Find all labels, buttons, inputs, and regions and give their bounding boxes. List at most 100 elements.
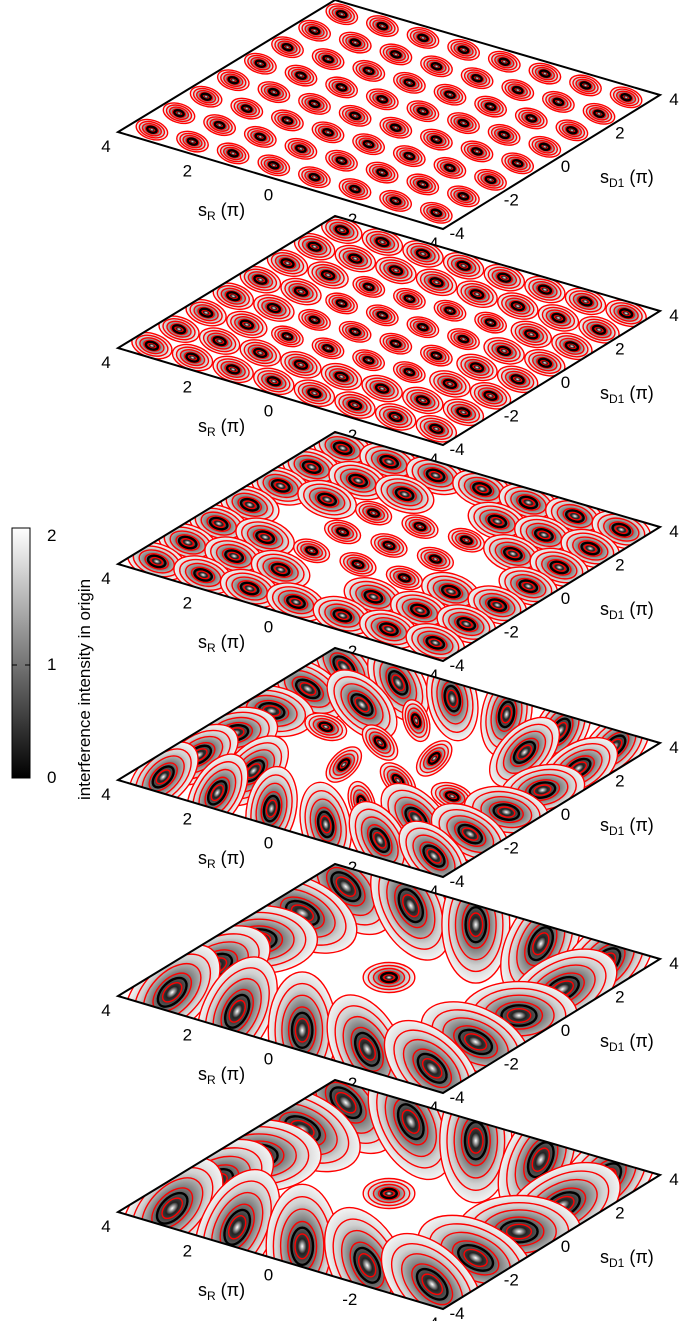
y-tick-label: -2 (504, 623, 519, 642)
contour-blob (460, 140, 494, 163)
contour-blob (447, 112, 480, 135)
y-tick-label: 2 (615, 772, 624, 791)
colorbar-label: interference intensity in origin (75, 579, 94, 800)
contour-blob (362, 961, 416, 994)
panel-frame (115, 0, 663, 231)
contour-blob (271, 36, 304, 59)
y-tick-label: -2 (504, 839, 519, 858)
contour-blob (402, 240, 444, 268)
y-tick-label: 4 (669, 738, 678, 757)
contour-field (123, 864, 655, 1093)
contour-blob (487, 50, 521, 73)
y-tick-label: -2 (504, 1055, 519, 1074)
contour-blob (311, 121, 345, 144)
y-tick-label: 0 (561, 805, 570, 824)
contour-blob (271, 109, 304, 132)
contour-blob (483, 263, 526, 292)
contour-blob (420, 344, 453, 367)
contour-blob (487, 123, 521, 146)
contour-blob (497, 292, 539, 320)
contour-blob (528, 135, 562, 158)
x-tick-label: -2 (342, 1290, 357, 1309)
contour-blob (304, 712, 348, 742)
contour-blob (326, 669, 398, 741)
contour-blob (433, 83, 467, 106)
contour-blob (415, 268, 458, 297)
contour-blob (474, 95, 507, 118)
contour-blob (501, 79, 535, 102)
x-tick-label: 4 (101, 1217, 110, 1236)
contour-blob (307, 261, 349, 289)
contour-blob (474, 168, 507, 191)
x-tick-label: 0 (264, 834, 273, 853)
y-tick-label: 2 (615, 340, 624, 359)
contour-blob (524, 275, 566, 304)
contour-blob (415, 740, 453, 777)
contour-blob (293, 379, 336, 407)
contour-blob (334, 244, 377, 273)
contour-blob (375, 256, 417, 285)
contour-blob (456, 353, 498, 382)
x-tick-label: 0 (264, 402, 273, 421)
contour-blob (415, 415, 458, 443)
contour-blob (198, 327, 241, 355)
contour-blob (311, 48, 345, 71)
contour-blob (311, 337, 345, 360)
contour-blob (216, 142, 250, 165)
contour-blob (510, 320, 553, 349)
panel-frame (115, 430, 663, 663)
y-tick-label: 4 (669, 306, 678, 325)
contour-blob (501, 152, 534, 175)
contour-blob (212, 355, 254, 384)
y-tick-label: -2 (504, 1271, 519, 1290)
y-tick-label: -4 (449, 656, 464, 675)
contour-blob (338, 104, 372, 127)
colorbar-tick-label-top: 2 (47, 526, 56, 545)
contour-blob (379, 43, 413, 66)
contour-blob (354, 500, 393, 526)
colorbar-tick-label-bottom: 0 (47, 768, 56, 787)
x-tick-label: 2 (183, 1025, 192, 1044)
x-tick-label: 0 (264, 186, 273, 205)
contour-blob (266, 249, 309, 277)
contour-blob (555, 119, 589, 142)
contour-blob (361, 374, 403, 403)
x-tick-label: 0 (264, 618, 273, 637)
contour-blob (320, 362, 363, 391)
contour-blob (338, 320, 372, 343)
contour-blob (338, 178, 372, 201)
panel-frame (115, 862, 663, 1095)
contour-blob (362, 1177, 416, 1210)
contour-blob (433, 156, 467, 179)
contour-blob (325, 3, 359, 26)
contour-blob (406, 316, 440, 339)
contour-blob (406, 26, 440, 49)
colorbar-tick-label-mid: 1 (47, 655, 56, 674)
contour-blob (162, 102, 196, 125)
contour-blob (243, 125, 277, 148)
contour-blob (402, 386, 444, 415)
contour-blob (253, 294, 295, 322)
contour-blob (496, 365, 539, 394)
contour-blob (298, 19, 331, 42)
x-tick-label: 2 (183, 809, 192, 828)
y-axis-label: sD1 (π) (600, 167, 654, 190)
x-axis-label: sR (π) (198, 1280, 245, 1303)
y-tick-label: -4 (449, 1088, 464, 1107)
y-tick-label: -2 (504, 191, 519, 210)
x-tick-label: 2 (183, 161, 192, 180)
contour-blob (257, 81, 291, 104)
panel-frame (115, 1078, 663, 1311)
contour-blob (537, 304, 580, 332)
contour-blob (216, 69, 250, 92)
y-tick-label: -4 (449, 1304, 464, 1321)
contour-blob (401, 514, 439, 539)
contour-blob (365, 161, 399, 184)
contour-blob (442, 252, 485, 280)
contour-blob (334, 391, 376, 419)
y-tick-label: -2 (504, 407, 519, 426)
contour-blob (158, 315, 200, 343)
